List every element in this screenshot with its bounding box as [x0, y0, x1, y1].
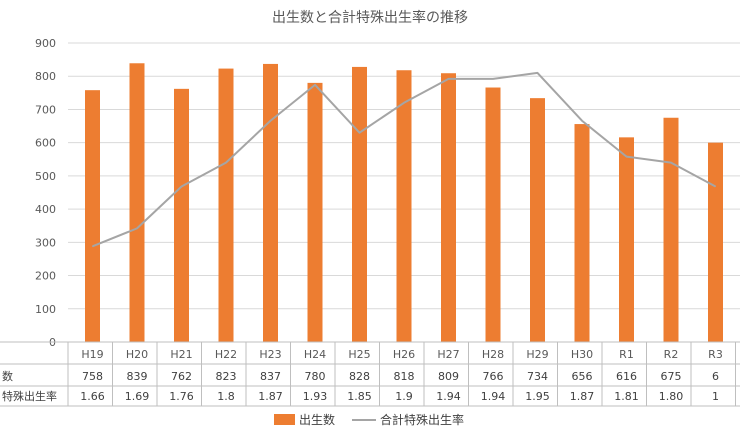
legend-bar-swatch: [274, 414, 295, 425]
table-cell: 762: [171, 370, 192, 383]
y-tick-label: 400: [35, 203, 56, 216]
x-tick-label: H26: [393, 348, 415, 361]
table-row-label: 特殊出生率: [2, 389, 57, 403]
y-tick-label: 900: [35, 37, 56, 50]
x-tick-label: R3: [708, 348, 723, 361]
line-point: [670, 162, 672, 164]
bar: [263, 63, 278, 343]
bar: [218, 68, 234, 342]
table-cell: 837: [260, 370, 281, 383]
table-cell: 1.80: [659, 390, 684, 403]
table-cell: 1: [712, 390, 719, 403]
table-cell: 823: [216, 370, 237, 383]
table-cell: 1.69: [125, 390, 150, 403]
table-cell: 675: [661, 370, 682, 383]
line-point: [225, 162, 227, 164]
line-point: [403, 102, 405, 104]
bar: [352, 66, 367, 343]
line-point: [448, 78, 449, 80]
x-tick-label: H30: [571, 348, 593, 361]
line-series: [92, 71, 716, 248]
y-tick-label: 500: [35, 170, 56, 183]
table-cell: 1.66: [80, 390, 105, 403]
data-table: H19 H20 H21 H22 H23 H24 H25 H26 H27 H28 H29 H30 R1 R2…: [0, 341, 740, 407]
table-cell: 839: [127, 370, 148, 383]
y-tick-label: 300: [35, 236, 56, 249]
bar: [396, 70, 412, 343]
bar: [441, 73, 456, 342]
bar: [129, 63, 145, 342]
table-cell: 809: [438, 370, 459, 383]
line-point: [136, 227, 138, 229]
line-point: [359, 132, 360, 134]
table-cell: 656: [572, 370, 593, 383]
y-tick-label: 600: [35, 137, 56, 150]
bar: [485, 87, 501, 342]
table-cell: 1.85: [347, 390, 372, 403]
y-tick-label: 700: [35, 103, 56, 116]
bar: [619, 137, 634, 342]
x-tick-label: R1: [619, 348, 634, 361]
bar: [663, 117, 679, 342]
bar: [174, 88, 189, 342]
table-cell: 1.94: [436, 390, 461, 403]
table-cell: 818: [394, 370, 415, 383]
bar: [85, 90, 100, 342]
table-cell: 1.87: [570, 390, 595, 403]
bar-series: [85, 63, 723, 343]
line-point: [270, 120, 271, 122]
bar: [307, 82, 323, 342]
x-tick-label: H21: [170, 348, 192, 361]
x-tick-label: H23: [259, 348, 281, 361]
table-cell: 1.94: [481, 390, 506, 403]
chart-title: 出生数と合計特殊出生率の推移: [272, 9, 468, 26]
table-cell: 766: [483, 370, 504, 383]
x-tick-label: H19: [81, 348, 103, 361]
x-tick-label: R2: [664, 348, 679, 361]
legend-line-label: 合計特殊出生率: [380, 412, 464, 427]
table-cell: 1.81: [614, 390, 639, 403]
bar: [530, 98, 545, 342]
table-cell: 734: [527, 370, 548, 383]
line-point: [492, 78, 494, 80]
table-cell: 758: [82, 370, 103, 383]
bar: [708, 142, 723, 342]
legend: 出生数 合計特殊出生率: [274, 412, 464, 427]
table-cell: 828: [349, 370, 370, 383]
y-axis: 0100200300400500600700800900: [35, 37, 56, 349]
y-tick-label: 200: [35, 270, 56, 283]
line-point: [181, 186, 182, 188]
x-tick-label: H24: [304, 348, 326, 361]
table-cell: 1.95: [525, 390, 550, 403]
bar: [574, 124, 590, 342]
x-tick-label: H27: [437, 348, 459, 361]
table-cell: 6: [712, 370, 719, 383]
table-cell: 780: [305, 370, 326, 383]
table-cell: 1.76: [169, 390, 194, 403]
legend-bar-label: 出生数: [299, 412, 335, 427]
x-tick-label: H20: [126, 348, 148, 361]
table-cell: 1.93: [303, 390, 328, 403]
line-point: [626, 156, 627, 158]
table-cell: 1.9: [395, 390, 413, 403]
line-point: [314, 84, 316, 86]
line-point: [537, 72, 538, 74]
x-tick-label: H22: [215, 348, 237, 361]
y-tick-label: 800: [35, 70, 56, 83]
table-cell: 616: [616, 370, 637, 383]
line-point: [581, 120, 583, 122]
table-row-label: 数: [2, 370, 13, 383]
table-cell: 1.8: [217, 390, 235, 403]
x-tick-label: H25: [348, 348, 370, 361]
line-point: [92, 245, 93, 247]
line-point: [715, 186, 716, 188]
table-cell: 1.87: [258, 390, 283, 403]
x-tick-label: H28: [482, 348, 504, 361]
x-tick-label: H29: [526, 348, 548, 361]
y-tick-label: 100: [35, 303, 56, 316]
